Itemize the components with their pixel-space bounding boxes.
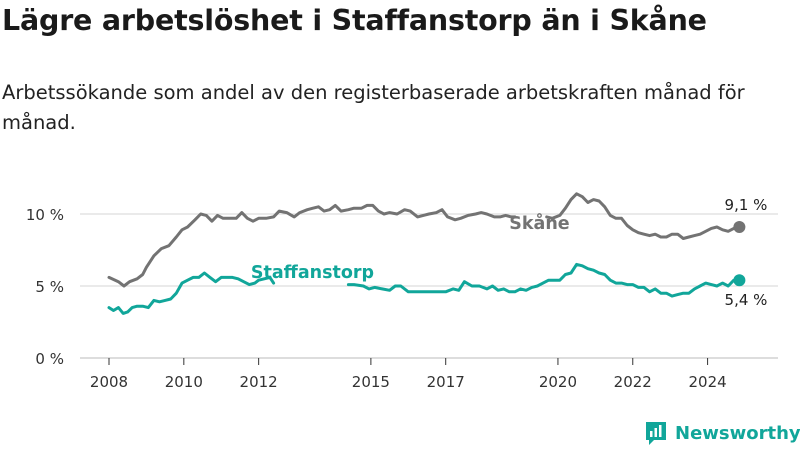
newsworthy-logo-text: Newsworthy <box>675 422 800 444</box>
x-tick-label: 2024 <box>688 373 726 391</box>
y-tick-label: 5 % <box>35 278 64 296</box>
series-end-dot-staffanstorp <box>733 274 746 287</box>
x-tick-label: 2022 <box>614 373 652 391</box>
series-line-staffanstorp <box>346 262 741 298</box>
x-tick-label: 2010 <box>165 373 203 391</box>
y-tick-label: 10 % <box>26 206 64 224</box>
x-tick-label: 2008 <box>90 373 128 391</box>
x-tick-label: 2020 <box>539 373 577 391</box>
series-end-dot-skane <box>733 220 746 233</box>
series-label-staffanstorp: Staffanstorp <box>251 263 374 283</box>
x-tick-label: 2015 <box>352 373 390 391</box>
chart-title: Lägre arbetslöshet i Staffanstorp än i S… <box>2 4 707 37</box>
x-tick-label: 2017 <box>427 373 465 391</box>
end-value-label-skane: 9,1 % <box>725 196 768 214</box>
series-line-staffanstorp <box>107 271 276 315</box>
chart-subtitle: Arbetssökande som andel av den registerb… <box>2 81 745 134</box>
x-tick-label: 2012 <box>240 373 278 391</box>
newsworthy-logo: Newsworthy <box>645 420 800 446</box>
series-line-skane <box>107 203 517 288</box>
newsworthy-logo-icon <box>646 422 666 445</box>
y-tick-label: 0 % <box>35 350 64 368</box>
end-value-label-staffanstorp: 5,4 % <box>725 291 768 309</box>
series-label-skane: Skåne <box>509 212 570 234</box>
series-line-skane <box>545 192 741 240</box>
